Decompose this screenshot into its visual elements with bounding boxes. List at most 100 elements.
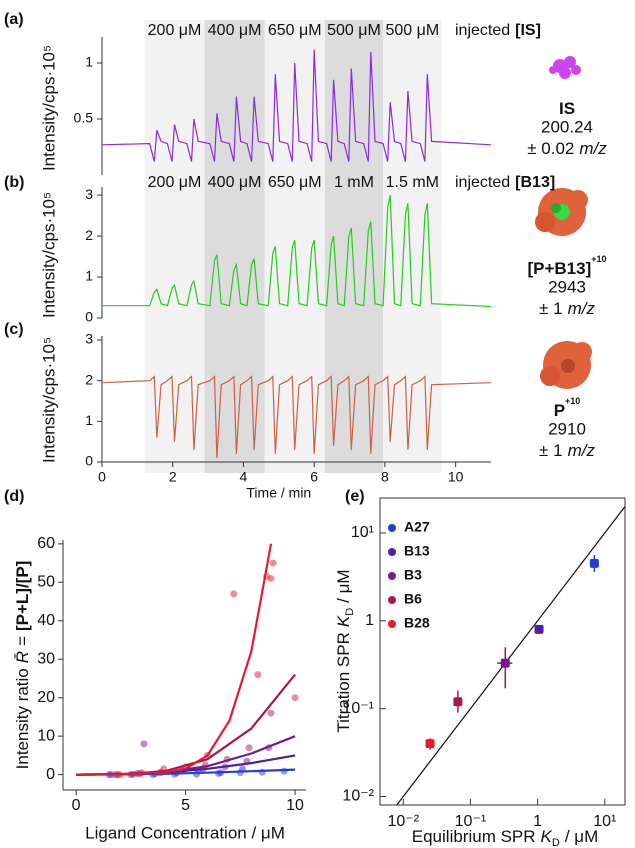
legend-label: A27 xyxy=(404,519,430,535)
x-tick-label: 4 xyxy=(240,469,248,485)
legend-marker xyxy=(388,572,396,580)
panel-letter: (c) xyxy=(4,321,24,338)
species-error-value: ± 0.02 xyxy=(527,139,574,158)
species-charge: +10 xyxy=(565,396,580,406)
x-tick-label: 8 xyxy=(381,469,389,485)
y-label-sub: D xyxy=(344,608,356,616)
y-label-symbol: R̄ xyxy=(13,651,32,663)
injected-label: injected [IS] xyxy=(455,22,541,39)
trace xyxy=(101,375,492,458)
data-point xyxy=(534,624,544,634)
y-tick-label: 60 xyxy=(37,535,55,552)
y-axis-label: Intensity/cps·10⁵ xyxy=(39,192,58,318)
species-error: ± 0.02 m/z xyxy=(527,139,607,158)
x-tick-label: 10⁻² xyxy=(388,813,420,830)
y-label-ratio: [P+L]/[P] xyxy=(13,561,32,631)
data-point xyxy=(291,694,299,702)
y-tick-label: 0.5 xyxy=(74,110,94,126)
y-tick-label: 20 xyxy=(37,689,55,706)
x-label-text: Equilibrium SPR xyxy=(412,827,536,846)
data-point xyxy=(230,590,238,598)
region-label: 400 μM xyxy=(208,174,262,191)
species-name-text: [P+B13] xyxy=(527,259,591,278)
x-tick-label: 10 xyxy=(448,469,464,485)
y-label-text: Intensity ratio xyxy=(13,668,32,769)
x-axis-label: Ligand Concentration / μM xyxy=(85,823,285,842)
x-tick-label: 0 xyxy=(98,469,106,485)
region-label: 1 mM xyxy=(334,174,374,191)
injected-species: [IS] xyxy=(515,22,541,39)
legend-marker xyxy=(388,596,396,604)
y-tick-label: 50 xyxy=(37,574,55,591)
x-tick-label: 5 xyxy=(181,797,190,814)
injected-text: injected xyxy=(455,22,510,39)
legend-label: B28 xyxy=(404,615,430,631)
species-unit: m/z xyxy=(579,139,607,158)
region-label: 650 μM xyxy=(268,174,322,191)
region-label: 650 μM xyxy=(268,22,322,39)
identity-line xyxy=(396,506,626,806)
y-label-unit: / μM xyxy=(334,569,353,602)
x-tick-label: 2 xyxy=(169,469,177,485)
y-axis-label: Intensity/cps·10⁵ xyxy=(39,337,58,463)
legend-label: B13 xyxy=(404,543,430,559)
species-unit: m/z xyxy=(568,441,596,460)
data-point xyxy=(254,671,262,679)
y-tick-label: 0 xyxy=(46,766,55,783)
species-mass: 200.24 xyxy=(541,117,593,136)
y-tick-label: 10¹ xyxy=(351,524,374,541)
x-tick-label: 0 xyxy=(72,797,81,814)
legend-marker xyxy=(388,524,396,532)
trace xyxy=(101,49,492,162)
region-label: 500 μM xyxy=(385,22,439,39)
y-tick-label: 3 xyxy=(85,331,93,347)
y-tick-label: 1 xyxy=(85,54,93,70)
legend-label: B3 xyxy=(404,567,422,583)
species-error: ± 1 m/z xyxy=(539,299,595,318)
species-charge: +10 xyxy=(591,254,606,264)
legend-marker xyxy=(388,548,396,556)
species-unit: m/z xyxy=(568,299,596,318)
species-mass: 2910 xyxy=(548,419,586,438)
y-axis-label: Titration SPR KD / μM xyxy=(334,569,355,732)
data-point xyxy=(500,658,510,668)
y-tick-label: 10 xyxy=(37,727,55,744)
y-tick-label: 10⁻² xyxy=(342,788,374,805)
legend-label: B6 xyxy=(404,591,422,607)
x-label-sub: D xyxy=(552,837,560,848)
concentration-region xyxy=(383,20,442,473)
data-point xyxy=(453,697,463,707)
data-point xyxy=(267,709,275,717)
y-tick-label: 1 xyxy=(85,268,93,284)
molecule-protein xyxy=(540,341,592,389)
species-name: P+10 xyxy=(554,396,581,420)
injected-species: [B13] xyxy=(515,174,555,191)
y-label-k: K xyxy=(334,615,353,627)
y-tick-label: 0 xyxy=(85,453,93,469)
y-label-eq: = xyxy=(13,636,32,646)
species-name-text: P xyxy=(554,401,565,420)
y-tick-label: 2 xyxy=(85,371,93,387)
y-tick-label: 40 xyxy=(37,612,55,629)
x-tick-label: 6 xyxy=(310,469,318,485)
y-tick-label: 30 xyxy=(37,650,55,667)
panel-letter: (b) xyxy=(4,174,24,191)
injected-text: injected xyxy=(455,174,510,191)
panel-letter: (d) xyxy=(4,488,24,505)
fit-curve xyxy=(76,543,273,776)
y-tick-label: 3 xyxy=(85,186,93,202)
species-name: IS xyxy=(559,99,575,118)
region-label: 400 μM xyxy=(208,22,262,39)
x-tick-label: 10⁻¹ xyxy=(455,813,487,830)
x-axis-label: Time / min xyxy=(246,485,311,501)
data-point xyxy=(425,739,435,749)
y-axis-label: Intensity/cps·10⁵ xyxy=(39,45,58,171)
y-tick-label: 1 xyxy=(85,412,93,428)
data-point xyxy=(269,559,277,567)
species-mass: 2943 xyxy=(548,277,586,296)
plot-frame xyxy=(379,497,626,806)
x-label-unit: / μM xyxy=(565,827,598,846)
data-point xyxy=(140,740,148,748)
molecule-is xyxy=(549,56,581,79)
